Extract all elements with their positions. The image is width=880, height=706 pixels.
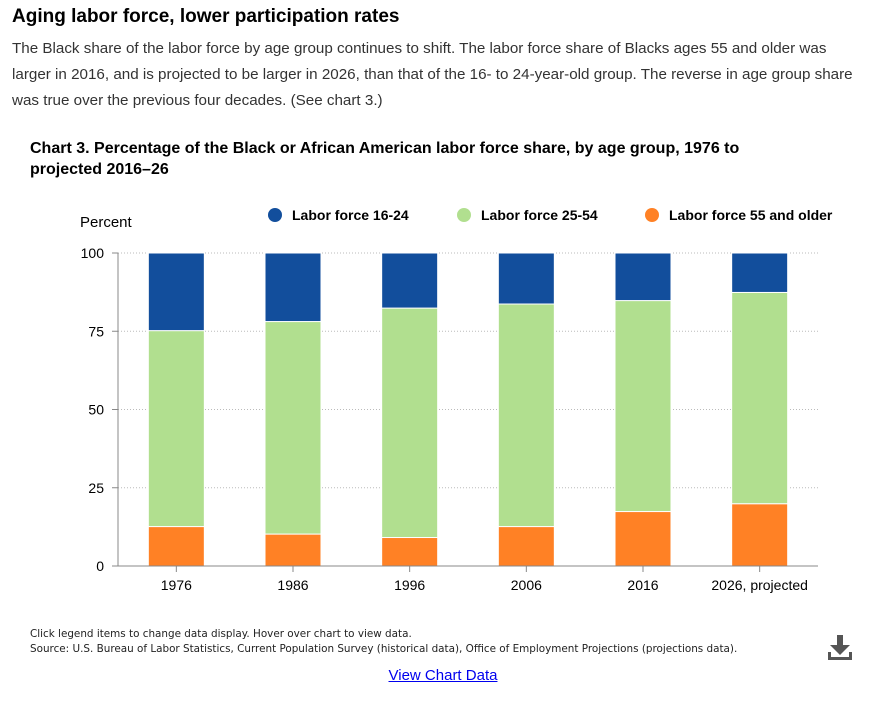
view-chart-data-row: View Chart Data (0, 667, 880, 684)
x-tick-label: 2016 (627, 577, 658, 593)
bar-1996-series-1[interactable] (381, 307, 439, 539)
x-tick-label: 2026, projected (711, 577, 808, 593)
page-heading: Aging labor force, lower participation r… (12, 6, 400, 27)
legend-item-55-older[interactable]: Labor force 55 and older (645, 207, 832, 223)
legend-label-55-older: Labor force 55 and older (669, 207, 833, 223)
x-tick-label: 1996 (394, 577, 425, 593)
y-tick-label: 25 (88, 480, 104, 496)
bar-1996-series-2[interactable] (381, 252, 439, 309)
bar-2026-projected-series-1[interactable] (731, 291, 789, 505)
bar-2026-projected-series-0[interactable] (731, 503, 789, 567)
bar-1996-series-0[interactable] (381, 537, 439, 567)
intro-paragraph: The Black share of the labor force by ag… (12, 40, 853, 109)
chart-title: Chart 3. Percentage of the Black or Afri… (30, 140, 740, 178)
bar-2016-series-2[interactable] (614, 252, 672, 302)
bar-2026-projected-series-2[interactable] (731, 252, 789, 293)
legend-label-16-24: Labor force 16-24 (292, 207, 409, 223)
bar-1976-series-1[interactable] (147, 330, 205, 528)
chart-legend: Labor force 16-24 Labor force 25-54 Labo… (0, 207, 880, 229)
footnote-instructions: Click legend items to change data displa… (30, 628, 412, 640)
x-tick-label: 2006 (511, 577, 542, 593)
chart-plot[interactable]: Percent 0 25 50 75 100 1976 1986 1996 2006 2016 20… (0, 200, 880, 610)
bar-1976-series-0[interactable] (147, 526, 205, 567)
view-chart-data-link[interactable]: View Chart Data (388, 667, 498, 684)
y-tick-label: 100 (81, 245, 105, 261)
legend-swatch-55-older (645, 208, 659, 222)
bar-1986-series-1[interactable] (264, 321, 322, 535)
download-icon[interactable] (826, 633, 854, 663)
chart-footnote: Click legend items to change data displa… (30, 627, 737, 657)
y-tick-label: 75 (88, 323, 104, 339)
bar-2016-series-1[interactable] (614, 300, 672, 513)
bar-2006-series-2[interactable] (497, 252, 555, 305)
footnote-source: Source: U.S. Bureau of Labor Statistics,… (30, 643, 738, 655)
legend-item-25-54[interactable]: Labor force 25-54 (457, 207, 598, 223)
legend-label-25-54: Labor force 25-54 (481, 207, 598, 223)
bar-1976-series-2[interactable] (147, 252, 205, 332)
y-tick-label: 50 (88, 402, 104, 418)
bar-2006-series-0[interactable] (497, 526, 555, 567)
legend-swatch-25-54 (457, 208, 471, 222)
legend-item-16-24[interactable]: Labor force 16-24 (268, 207, 409, 223)
bar-1986-series-0[interactable] (264, 533, 322, 567)
x-tick-label: 1986 (277, 577, 308, 593)
bar-2006-series-1[interactable] (497, 303, 555, 528)
y-tick-label: 0 (96, 558, 104, 574)
bar-2016-series-0[interactable] (614, 511, 672, 567)
x-tick-label: 1976 (161, 577, 192, 593)
bar-1986-series-2[interactable] (264, 252, 322, 323)
legend-swatch-16-24 (268, 208, 282, 222)
y-axis-title: Percent (80, 214, 133, 231)
